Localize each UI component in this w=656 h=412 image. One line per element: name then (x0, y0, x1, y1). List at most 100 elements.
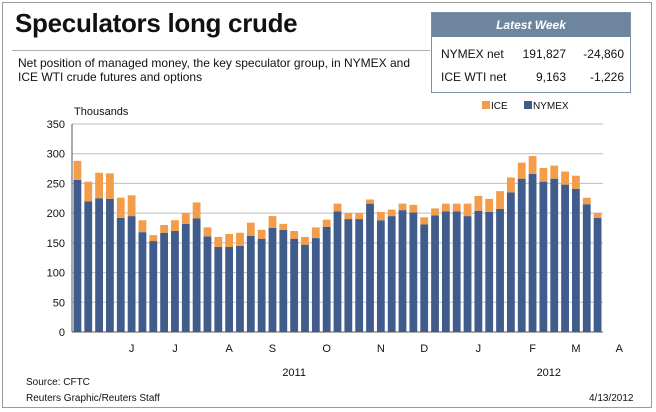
bar-nymex (506, 192, 515, 332)
bar-ice (73, 160, 82, 180)
bar-nymex (496, 208, 504, 332)
bar-nymex (84, 201, 93, 332)
bar-nymex (116, 217, 125, 332)
bar-ice (431, 208, 439, 216)
y-tick-label: 250 (47, 178, 65, 190)
chart-legend: ICE NYMEX (482, 101, 569, 112)
x-tick-label: S (269, 343, 276, 355)
bar-nymex (376, 220, 385, 332)
bar-ice (474, 195, 483, 211)
bar-ice (376, 211, 385, 221)
x-axis: J J A S O N D J F M A 2011 2012 (71, 124, 624, 379)
bar-ice (268, 216, 277, 228)
bar-ice (214, 236, 223, 248)
year-label: 2012 (537, 367, 561, 379)
bar-nymex (539, 181, 548, 332)
bar-nymex (387, 216, 396, 332)
bar-nymex (333, 211, 342, 332)
source-note: Source: CFTC (26, 377, 90, 388)
year-label: 2011 (282, 367, 306, 379)
row-value: 9,163 (535, 70, 566, 84)
bar-nymex (344, 219, 353, 332)
bar-ice (257, 229, 266, 239)
bar-nymex (279, 229, 288, 332)
bar-nymex (311, 238, 320, 332)
x-tick-label: D (420, 343, 428, 355)
bar-ice (138, 220, 147, 233)
bar-ice (593, 213, 602, 218)
bar-nymex (73, 179, 82, 332)
y-tick-label: 100 (47, 268, 65, 280)
bar-nymex (474, 210, 483, 332)
row-value: 191,827 (522, 47, 566, 61)
legend-swatch-ice (482, 101, 490, 109)
bar-nymex (149, 241, 158, 332)
bar-nymex (322, 226, 331, 332)
date-note: 4/13/2012 (589, 393, 634, 404)
bar-ice (311, 227, 320, 239)
bar-nymex (214, 247, 223, 332)
row-change: -1,226 (589, 70, 624, 84)
bar-ice (355, 213, 364, 220)
y-tick-label: 300 (47, 149, 65, 161)
bar-ice (561, 171, 569, 185)
bar-ice (84, 181, 93, 202)
bar-nymex (138, 232, 147, 332)
bar-ice (116, 197, 125, 218)
bar-nymex (485, 211, 494, 332)
y-tick-label: 0 (59, 327, 65, 339)
bar-ice (441, 203, 450, 212)
row-label: ICE WTI net (441, 70, 507, 84)
bar-nymex (181, 223, 190, 332)
bar-ice (496, 191, 504, 209)
bar-nymex (171, 230, 179, 332)
row-label: NYMEX net (441, 47, 504, 61)
bar-nymex (561, 184, 569, 332)
page-title: Speculators long crude (15, 8, 298, 38)
y-tick-label: 200 (47, 208, 65, 220)
bar-ice (409, 204, 418, 213)
bar-nymex (257, 238, 266, 332)
bar-nymex (246, 235, 255, 332)
bar-nymex (95, 198, 103, 332)
x-tick-label: O (322, 343, 331, 355)
x-tick-label: A (616, 343, 624, 355)
bar-ice (463, 203, 472, 217)
bar-ice (506, 177, 515, 193)
y-tick-label: 50 (53, 297, 65, 309)
bar-nymex (398, 210, 407, 332)
bar-nymex (236, 245, 244, 332)
x-tick-label: A (225, 343, 233, 355)
x-tick-label: N (377, 343, 385, 355)
bar-ice (171, 220, 179, 231)
bar-nymex (431, 215, 439, 332)
bar-ice (485, 198, 494, 212)
bar-nymex (203, 236, 212, 332)
bar-ice (322, 219, 331, 227)
bar-nymex (528, 173, 537, 332)
bar-ice (344, 213, 353, 220)
bar-ice (539, 167, 548, 182)
bars (73, 156, 602, 332)
bar-ice (387, 209, 396, 217)
bar-ice (95, 172, 103, 199)
bar-nymex (463, 216, 472, 332)
bar-nymex (550, 178, 559, 332)
bar-ice (192, 202, 201, 219)
bar-nymex (593, 217, 602, 332)
bar-ice (517, 162, 526, 179)
bar-ice (420, 217, 429, 225)
bar-ice (106, 173, 114, 199)
row-change: -24,860 (583, 47, 624, 61)
bar-nymex (290, 238, 299, 332)
bar-ice (582, 197, 591, 205)
x-tick-label: J (476, 343, 482, 355)
y-tick-label: 350 (47, 119, 65, 131)
x-tick-label: M (571, 343, 580, 355)
bar-nymex (572, 188, 580, 332)
bar-ice (550, 165, 559, 179)
bar-ice (290, 230, 299, 239)
bar-ice (333, 203, 342, 212)
bar-nymex (301, 244, 309, 332)
